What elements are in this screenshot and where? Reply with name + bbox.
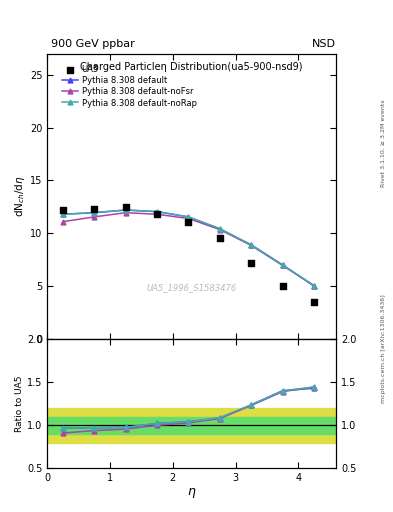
- Pythia 8.308 default-noRap: [92, 209, 97, 216]
- UA5: [185, 218, 192, 226]
- UA5: [123, 203, 129, 211]
- UA5: [311, 298, 317, 306]
- UA5: [91, 205, 97, 213]
- Pythia 8.308 default-noRap: [217, 225, 222, 231]
- Pythia 8.308 default: [186, 214, 191, 220]
- Pythia 8.308 default-noRap: [123, 207, 128, 213]
- X-axis label: $\eta$: $\eta$: [187, 486, 196, 500]
- Pythia 8.308 default-noFsr: [280, 263, 285, 269]
- Pythia 8.308 default-noRap: [186, 214, 191, 220]
- Pythia 8.308 default-noFsr: [155, 211, 160, 217]
- Y-axis label: Ratio to UA5: Ratio to UA5: [15, 375, 24, 432]
- Pythia 8.308 default-noRap: [280, 262, 285, 268]
- Pythia 8.308 default-noFsr: [61, 219, 65, 225]
- Text: UA5_1996_S1583476: UA5_1996_S1583476: [147, 283, 237, 292]
- Pythia 8.308 default: [155, 208, 160, 215]
- Legend: UA5, Pythia 8.308 default, Pythia 8.308 default-noFsr, Pythia 8.308 default-noRa: UA5, Pythia 8.308 default, Pythia 8.308 …: [60, 63, 198, 109]
- Line: Pythia 8.308 default-noFsr: Pythia 8.308 default-noFsr: [61, 210, 316, 288]
- Pythia 8.308 default: [92, 209, 97, 216]
- Pythia 8.308 default: [123, 207, 128, 213]
- UA5: [248, 259, 254, 267]
- Text: NSD: NSD: [312, 38, 336, 49]
- Text: mcplots.cern.ch [arXiv:1306.3436]: mcplots.cern.ch [arXiv:1306.3436]: [381, 294, 386, 402]
- Pythia 8.308 default-noFsr: [123, 209, 128, 216]
- Pythia 8.308 default: [61, 211, 65, 217]
- Y-axis label: dN$_{ch}$/d$\eta$: dN$_{ch}$/d$\eta$: [13, 176, 27, 217]
- Pythia 8.308 default-noFsr: [312, 283, 316, 289]
- UA5: [279, 282, 286, 290]
- Pythia 8.308 default-noRap: [61, 211, 65, 217]
- Pythia 8.308 default-noFsr: [92, 214, 97, 220]
- Line: Pythia 8.308 default: Pythia 8.308 default: [61, 208, 316, 288]
- Pythia 8.308 default: [312, 283, 316, 289]
- Pythia 8.308 default-noRap: [312, 283, 316, 289]
- Pythia 8.308 default: [280, 262, 285, 268]
- Pythia 8.308 default-noFsr: [186, 216, 191, 222]
- Pythia 8.308 default-noRap: [249, 242, 253, 248]
- Text: Charged Particleη Distribution(ua5-900-nsd9): Charged Particleη Distribution(ua5-900-n…: [80, 62, 303, 72]
- Pythia 8.308 default-noFsr: [217, 226, 222, 232]
- Pythia 8.308 default: [217, 226, 222, 232]
- UA5: [60, 206, 66, 214]
- Pythia 8.308 default: [249, 242, 253, 248]
- Text: Rivet 3.1.10, ≥ 3.2M events: Rivet 3.1.10, ≥ 3.2M events: [381, 99, 386, 187]
- Text: 900 GeV ppbar: 900 GeV ppbar: [51, 38, 135, 49]
- UA5: [217, 233, 223, 242]
- Pythia 8.308 default-noRap: [155, 208, 160, 215]
- Line: Pythia 8.308 default-noRap: Pythia 8.308 default-noRap: [61, 208, 316, 288]
- UA5: [154, 210, 160, 218]
- Pythia 8.308 default-noFsr: [249, 242, 253, 248]
